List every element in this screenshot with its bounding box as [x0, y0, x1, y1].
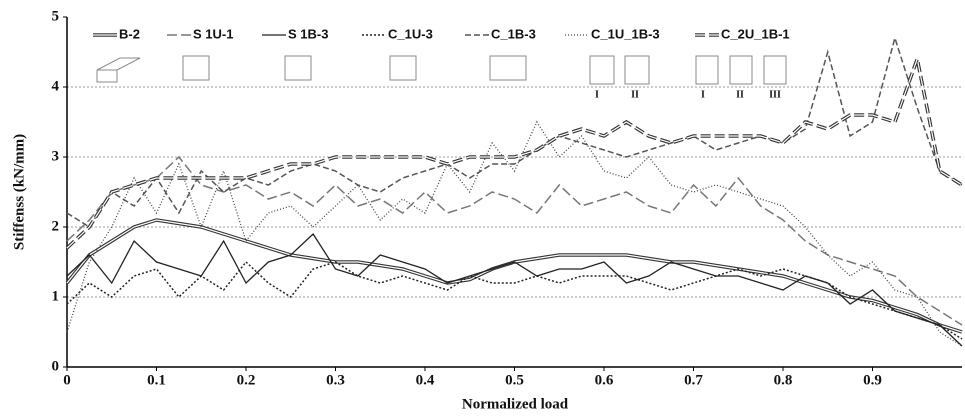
x-tick-label: 0	[63, 372, 71, 388]
series-line	[66, 155, 963, 326]
legend-label: S 1B-3	[288, 26, 328, 41]
y-tick-label: 4	[52, 78, 60, 94]
legend-label: C_2U_1B-1	[721, 26, 790, 41]
legend-label: S 1U-1	[193, 26, 233, 41]
series-line	[66, 35, 963, 229]
x-tick-label: 0.2	[237, 372, 256, 388]
x-tick-label: 0.4	[416, 372, 435, 388]
y-tick-label: 5	[52, 8, 60, 24]
series-line	[66, 260, 963, 340]
x-axis-title: Normalized load	[462, 396, 569, 412]
x-tick-label: 0.9	[863, 372, 882, 388]
annotation: II	[631, 89, 639, 100]
legend-label: C_1U_1B-3	[591, 26, 660, 41]
x-tick-label: 0.8	[774, 372, 793, 388]
series-line	[66, 232, 963, 347]
legend-icons	[96, 55, 787, 85]
x-tick-label: 0.6	[595, 372, 614, 388]
legend-label: B-2	[119, 26, 140, 41]
series-line	[66, 120, 963, 347]
legend-label: C_1U-3	[388, 26, 433, 41]
annotation: II	[736, 89, 744, 100]
annotation: I	[595, 89, 599, 100]
x-tick-label: 0.7	[684, 372, 703, 388]
x-tick-label: 0.5	[505, 372, 524, 388]
x-tick-label: 0.1	[147, 372, 166, 388]
series-line-inner	[66, 56, 963, 249]
annotation: I	[701, 89, 705, 100]
y-tick-label: 3	[52, 148, 60, 164]
annotation: III	[769, 89, 781, 100]
x-tick-label: 0.3	[326, 372, 345, 388]
y-tick-label: 0	[52, 358, 60, 374]
legend-label: C_1B-3	[491, 26, 536, 41]
y-axis-title: Stiffenss (kN/mm)	[11, 134, 27, 250]
y-tick-label: 2	[52, 218, 60, 234]
y-tick-label: 1	[52, 288, 60, 304]
